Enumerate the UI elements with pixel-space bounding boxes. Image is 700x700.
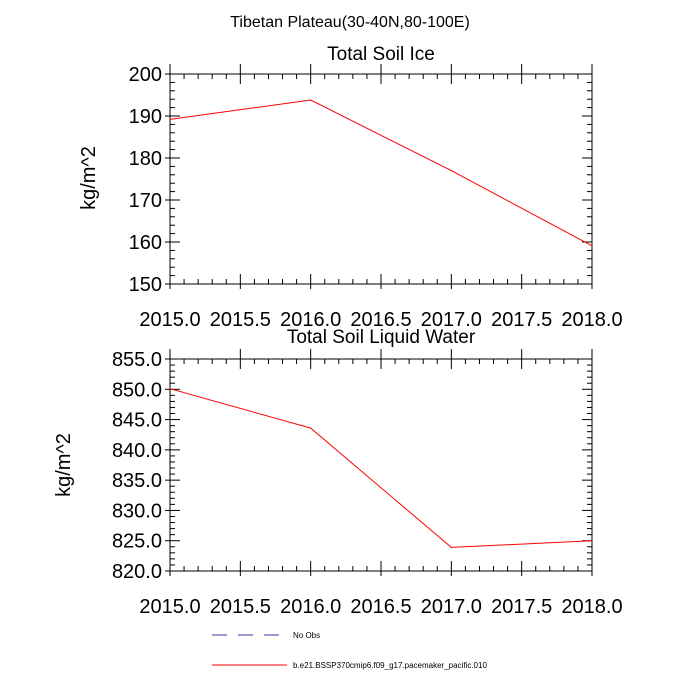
data-point <box>310 427 312 429</box>
panel-title: Total Soil Ice <box>327 44 435 65</box>
x-tick-label: 2016.5 <box>350 309 411 331</box>
panel-soil-ice: Total Soil Ice kg/m^2 150 160 170 180 190 200… <box>78 44 623 331</box>
y-axis-label: kg/m^2 <box>53 433 75 497</box>
data-point <box>310 99 312 101</box>
legend: No Obs b.e21.BSSP370cmip6.f09_g17.pacema… <box>212 631 487 670</box>
x-tick-label: 2015.0 <box>139 309 200 331</box>
y-tick-labels: 150 160 170 180 190 200 <box>129 64 162 296</box>
data-point <box>169 118 171 120</box>
y-tick-label: 845.0 <box>112 410 162 432</box>
legend-label-no-obs: No Obs <box>293 631 320 640</box>
y-tick-label: 830.0 <box>112 500 162 522</box>
x-tick-label: 2015.5 <box>210 596 271 618</box>
y-tick-label: 820.0 <box>112 561 162 583</box>
y-tick-labels: 820.0 825.0 830.0 835.0 840.0 845.0 850.0 855.0 <box>112 349 162 583</box>
series-line <box>169 99 593 247</box>
data-point <box>450 546 452 548</box>
x-tick-label: 2015.0 <box>139 596 200 618</box>
x-tick-label: 2017.5 <box>491 596 552 618</box>
data-point <box>591 245 593 247</box>
plot-frame <box>169 73 593 285</box>
panel-soil-liquid-water: Total Soil Liquid Water kg/m^2 820.0 825.… <box>53 327 623 618</box>
y-tick-label: 200 <box>129 64 162 86</box>
y-tick-label: 170 <box>129 190 162 212</box>
series-group <box>169 99 593 247</box>
series-line <box>169 388 593 548</box>
x-tick-labels: 2015.0 2015.5 2016.0 2016.5 2017.0 2017.5 2018… <box>139 596 622 618</box>
x-tick-label: 2017.0 <box>421 596 482 618</box>
x-tick-label: 2016.0 <box>280 596 341 618</box>
y-tick-label: 835.0 <box>112 470 162 492</box>
x-tick-labels: 2015.0 2015.5 2016.0 2016.5 2017.0 2017.5 2018… <box>139 309 622 331</box>
y-tick-label: 180 <box>129 148 162 170</box>
panel-title: Total Soil Liquid Water <box>287 327 476 348</box>
y-tick-label: 150 <box>129 274 162 296</box>
data-point <box>591 540 593 542</box>
data-point <box>169 388 171 390</box>
legend-label-model: b.e21.BSSP370cmip6.f09_g17.pacemaker_pac… <box>293 661 487 670</box>
x-tick-label: 2016.5 <box>350 596 411 618</box>
data-point <box>450 170 452 172</box>
axis-ticks <box>165 349 593 576</box>
series-group <box>169 388 593 548</box>
y-tick-label: 855.0 <box>112 349 162 371</box>
y-axis-label: kg/m^2 <box>78 146 100 210</box>
x-tick-label: 2017.0 <box>421 309 482 331</box>
y-tick-label: 840.0 <box>112 440 162 462</box>
y-tick-label: 825.0 <box>112 531 162 553</box>
y-tick-label: 850.0 <box>112 379 162 401</box>
x-tick-label: 2018.0 <box>561 596 622 618</box>
x-tick-label: 2016.0 <box>280 309 341 331</box>
figure-title: Tibetan Plateau(30-40N,80-100E) <box>230 14 470 31</box>
axis-ticks <box>165 64 593 289</box>
x-tick-label: 2015.5 <box>210 309 271 331</box>
plot-frame <box>169 358 593 572</box>
x-tick-label: 2017.5 <box>491 309 552 331</box>
y-tick-label: 160 <box>129 232 162 254</box>
x-tick-label: 2018.0 <box>561 309 622 331</box>
y-tick-label: 190 <box>129 106 162 128</box>
